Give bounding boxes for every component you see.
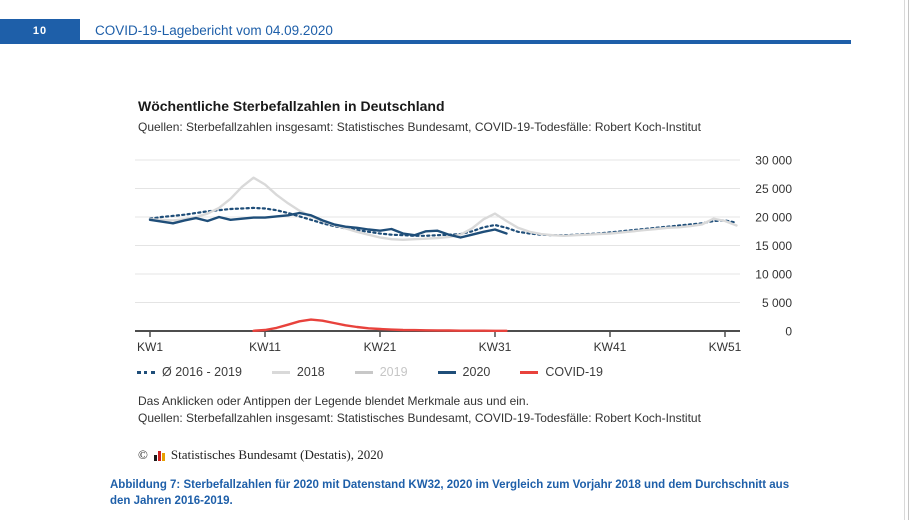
legend-item-2020[interactable]: 2020 bbox=[437, 365, 491, 379]
x-axis-tick-label: KW51 bbox=[709, 340, 742, 354]
page-number-label: 10 bbox=[32, 25, 48, 37]
legend-marker-icon bbox=[437, 370, 456, 374]
y-axis-tick-label: 15 000 bbox=[755, 239, 792, 253]
y-axis-tick-label: 10 000 bbox=[755, 268, 792, 282]
x-axis-tick-label: KW31 bbox=[479, 340, 512, 354]
note-interaction-hint: Das Anklicken oder Antippen der Legende … bbox=[138, 394, 529, 408]
legend-label: 2018 bbox=[296, 365, 325, 379]
legend-marker-icon bbox=[271, 370, 290, 374]
page-number: 10 bbox=[0, 19, 80, 43]
legend-item-2019[interactable]: 2019 bbox=[354, 365, 408, 379]
copyright-symbol: © bbox=[138, 447, 148, 462]
legend-label: COVID-19 bbox=[545, 365, 604, 379]
x-axis-tick-label: KW11 bbox=[249, 340, 281, 354]
y-axis-tick-label: 20 000 bbox=[755, 211, 792, 225]
legend-marker-icon bbox=[354, 370, 373, 374]
y-axis-tick-label: 25 000 bbox=[755, 182, 792, 196]
x-axis-tick-label: KW1 bbox=[137, 340, 163, 354]
x-axis-tick-label: KW21 bbox=[364, 340, 397, 354]
legend-label: Ø 2016 - 2019 bbox=[162, 365, 242, 379]
y-axis-tick-label: 30 000 bbox=[755, 154, 792, 168]
chart-note: Das Anklicken oder Antippen der Legende … bbox=[138, 393, 701, 427]
y-axis-tick-label: 0 bbox=[785, 325, 792, 339]
copyright-text: Statistisches Bundesamt (Destatis), 2020 bbox=[170, 447, 384, 462]
chart-title: Wöchentliche Sterbefallzahlen in Deutsch… bbox=[138, 98, 445, 114]
chart-legend: Ø 2016 - 2019 2018 2019 2020 COVID-19 bbox=[137, 365, 603, 379]
header-rule bbox=[0, 40, 851, 44]
legend-marker-icon bbox=[520, 370, 539, 374]
window-edge bbox=[908, 0, 909, 520]
legend-item-2018[interactable]: 2018 bbox=[271, 365, 325, 379]
chart-subtitle: Quellen: Sterbefallzahlen insgesamt: Sta… bbox=[138, 120, 701, 134]
page-border bbox=[904, 0, 905, 520]
legend-label: 2019 bbox=[379, 365, 408, 379]
destatis-logo-icon bbox=[153, 450, 165, 461]
legend-item--2016-2019[interactable]: Ø 2016 - 2019 bbox=[137, 365, 242, 379]
report-header-title: COVID-19-Lagebericht vom 04.09.2020 bbox=[95, 23, 333, 38]
figure-caption: Abbildung 7: Sterbefallzahlen für 2020 m… bbox=[110, 479, 790, 507]
legend-item-covid-19[interactable]: COVID-19 bbox=[520, 365, 603, 379]
series-line--2016-2019 bbox=[148, 206, 738, 237]
legend-marker-icon bbox=[137, 370, 155, 374]
line-chart: 30 000 25 000 20 000 15 000 10 000 5 000 0 KW1 K… bbox=[135, 154, 792, 354]
series-line-2018 bbox=[148, 176, 738, 242]
series-line-covid-19 bbox=[252, 318, 508, 333]
x-axis-tick-label: KW41 bbox=[594, 340, 627, 354]
copyright-line: © Statistisches Bundesamt (Destatis), 20… bbox=[138, 447, 383, 463]
series-line-2020 bbox=[148, 211, 508, 239]
legend-label: 2020 bbox=[462, 365, 491, 379]
note-sources: Quellen: Sterbefallzahlen insgesamt: Sta… bbox=[138, 411, 701, 425]
y-axis-tick-label: 5 000 bbox=[762, 296, 792, 310]
